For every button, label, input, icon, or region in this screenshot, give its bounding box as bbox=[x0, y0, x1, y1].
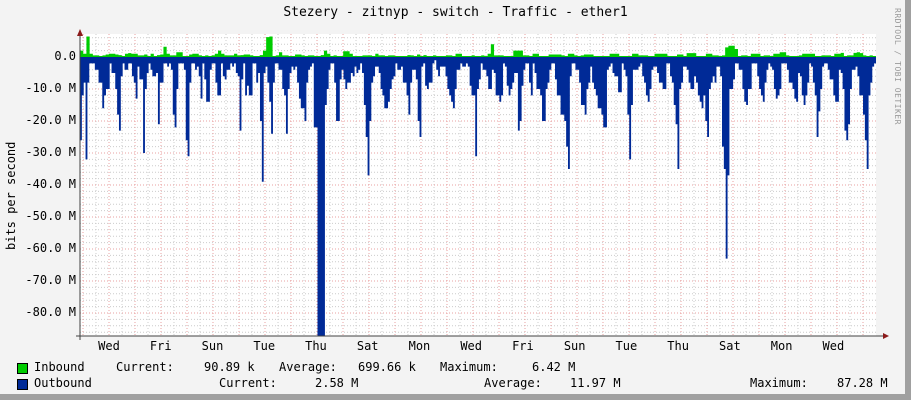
x-axis-arrow-icon bbox=[883, 333, 889, 339]
x-tick-label: Sat bbox=[356, 339, 379, 353]
x-tick-label: Tue bbox=[615, 339, 638, 353]
inbound-maximum-value: 6.42 M bbox=[532, 360, 576, 374]
x-tick-label: Wed bbox=[460, 339, 483, 353]
inbound-current-label: Current: bbox=[116, 360, 174, 374]
x-tick-label: Thu bbox=[305, 339, 327, 353]
outbound-maximum-value: 87.28 M bbox=[837, 376, 888, 390]
x-tick-label: Sun bbox=[563, 339, 586, 353]
inbound-swatch bbox=[17, 363, 28, 374]
inbound-legend-name: Inbound bbox=[34, 360, 85, 374]
inbound-maximum-label: Maximum: bbox=[440, 360, 498, 374]
outbound-swatch bbox=[17, 379, 28, 390]
outbound-average-value: 11.97 M bbox=[570, 376, 621, 390]
y-tick-label: 0.0 bbox=[54, 49, 76, 63]
inbound-average-value: 699.66 k bbox=[358, 360, 416, 374]
rrdtool-watermark: RRDTOOL / TOBI OETIKER bbox=[893, 8, 902, 125]
x-tick-label: Mon bbox=[770, 339, 793, 353]
inbound-current-value: 90.89 k bbox=[204, 360, 255, 374]
outbound-area bbox=[80, 57, 876, 336]
chart-title: Stezery - zitnyp - switch - Traffic - et… bbox=[283, 5, 628, 20]
y-tick-label: -60.0 M bbox=[25, 241, 76, 255]
y-tick-label: -80.0 M bbox=[25, 305, 76, 319]
y-tick-label: -10.0 M bbox=[25, 81, 76, 95]
x-tick-label: Fri bbox=[512, 339, 534, 353]
outbound-maximum-label: Maximum: bbox=[750, 376, 808, 390]
outbound-current-label: Current: bbox=[219, 376, 277, 390]
x-tick-label: Wed bbox=[98, 339, 120, 353]
y-tick-label: -70.0 M bbox=[25, 273, 76, 287]
outbound-legend-name: Outbound bbox=[34, 376, 92, 390]
x-tick-label: Tue bbox=[253, 339, 276, 353]
y-tick-label: -40.0 M bbox=[25, 177, 76, 191]
y-tick-label: -50.0 M bbox=[25, 209, 76, 223]
outbound-current-value: 2.58 M bbox=[315, 376, 359, 390]
y-tick-label: -20.0 M bbox=[25, 113, 76, 127]
outbound-average-label: Average: bbox=[484, 376, 542, 390]
x-tick-label: Sat bbox=[719, 339, 741, 353]
x-tick-label: Thu bbox=[667, 339, 689, 353]
x-tick-label: Fri bbox=[149, 339, 172, 353]
x-tick-label: Wed bbox=[822, 339, 845, 353]
x-tick-label: Sun bbox=[201, 339, 224, 353]
inbound-average-label: Average: bbox=[279, 360, 337, 374]
y-axis-arrow-icon bbox=[77, 29, 83, 36]
x-tick-label: Mon bbox=[408, 339, 431, 353]
y-tick-label: -30.0 M bbox=[25, 145, 76, 159]
